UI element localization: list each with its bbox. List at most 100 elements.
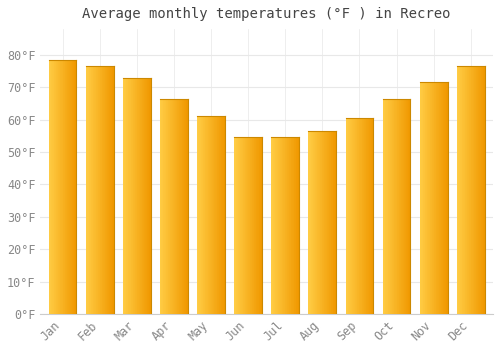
- Bar: [351, 118, 352, 314]
- Bar: [277, 138, 278, 314]
- Bar: [393, 99, 394, 314]
- Bar: [234, 138, 235, 314]
- Bar: [86, 66, 87, 314]
- Bar: [324, 131, 325, 314]
- Bar: [66, 60, 68, 314]
- Bar: [108, 66, 110, 314]
- Bar: [213, 117, 214, 314]
- Bar: [481, 66, 482, 314]
- Bar: [97, 66, 98, 314]
- Bar: [60, 60, 61, 314]
- Bar: [318, 131, 319, 314]
- Bar: [473, 66, 474, 314]
- Bar: [127, 78, 128, 314]
- Bar: [367, 118, 368, 314]
- Bar: [321, 131, 322, 314]
- Bar: [471, 66, 472, 314]
- Bar: [468, 66, 469, 314]
- Bar: [132, 78, 134, 314]
- Bar: [146, 78, 147, 314]
- Bar: [330, 131, 332, 314]
- Bar: [352, 118, 353, 314]
- Bar: [390, 99, 391, 314]
- Bar: [279, 138, 280, 314]
- Bar: [104, 66, 105, 314]
- Bar: [209, 117, 210, 314]
- Bar: [426, 83, 428, 314]
- Bar: [465, 66, 466, 314]
- Bar: [129, 78, 130, 314]
- Bar: [250, 138, 251, 314]
- Bar: [328, 131, 330, 314]
- Bar: [223, 117, 224, 314]
- Bar: [316, 131, 317, 314]
- Bar: [141, 78, 142, 314]
- Bar: [332, 131, 333, 314]
- Bar: [311, 131, 312, 314]
- Bar: [386, 99, 387, 314]
- Bar: [392, 99, 393, 314]
- Bar: [462, 66, 463, 314]
- Bar: [282, 138, 283, 314]
- Bar: [420, 83, 421, 314]
- Bar: [244, 138, 246, 314]
- Bar: [284, 138, 285, 314]
- Bar: [101, 66, 102, 314]
- Bar: [290, 138, 291, 314]
- Bar: [438, 83, 439, 314]
- Bar: [308, 131, 309, 314]
- Bar: [179, 99, 180, 314]
- Bar: [461, 66, 462, 314]
- Bar: [166, 99, 167, 314]
- Bar: [143, 78, 144, 314]
- Bar: [88, 66, 89, 314]
- Bar: [370, 118, 372, 314]
- Bar: [408, 99, 409, 314]
- Bar: [238, 138, 239, 314]
- Bar: [366, 118, 367, 314]
- Bar: [246, 138, 248, 314]
- Bar: [220, 117, 221, 314]
- Bar: [334, 131, 335, 314]
- Bar: [394, 99, 395, 314]
- Bar: [400, 99, 402, 314]
- Bar: [295, 138, 296, 314]
- Bar: [388, 99, 389, 314]
- Bar: [253, 138, 254, 314]
- Bar: [384, 99, 386, 314]
- Bar: [430, 83, 431, 314]
- Bar: [362, 118, 363, 314]
- Bar: [333, 131, 334, 314]
- Bar: [444, 83, 445, 314]
- Bar: [466, 66, 468, 314]
- Bar: [445, 83, 446, 314]
- Bar: [55, 60, 56, 314]
- Bar: [236, 138, 237, 314]
- Bar: [185, 99, 186, 314]
- Bar: [439, 83, 440, 314]
- Bar: [199, 117, 200, 314]
- Bar: [436, 83, 437, 314]
- Bar: [325, 131, 326, 314]
- Bar: [144, 78, 145, 314]
- Bar: [288, 138, 290, 314]
- Bar: [130, 78, 131, 314]
- Bar: [309, 131, 310, 314]
- Bar: [71, 60, 72, 314]
- Bar: [361, 118, 362, 314]
- Bar: [128, 78, 129, 314]
- Bar: [283, 138, 284, 314]
- Bar: [168, 99, 169, 314]
- Bar: [125, 78, 126, 314]
- Bar: [248, 138, 249, 314]
- Bar: [442, 83, 444, 314]
- Bar: [297, 138, 298, 314]
- Bar: [395, 99, 396, 314]
- Bar: [251, 138, 252, 314]
- Bar: [242, 138, 244, 314]
- Bar: [391, 99, 392, 314]
- Bar: [348, 118, 349, 314]
- Bar: [350, 118, 351, 314]
- Bar: [360, 118, 361, 314]
- Bar: [472, 66, 473, 314]
